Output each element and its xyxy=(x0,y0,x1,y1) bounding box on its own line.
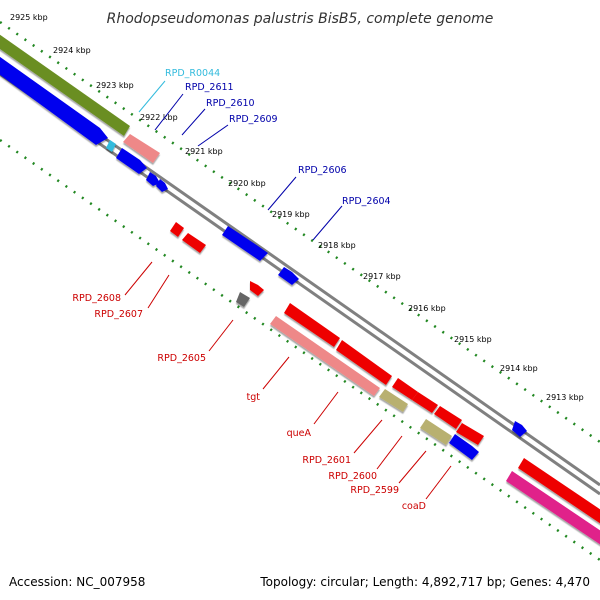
feature-reverse xyxy=(336,340,392,385)
leader-line xyxy=(197,124,229,147)
feature-reverse xyxy=(456,423,484,445)
feature-magenta-edge xyxy=(506,471,600,545)
feature-khaki xyxy=(420,419,452,445)
gene-label: RPD_2609 xyxy=(229,114,278,125)
gene-label: tgt xyxy=(247,392,261,403)
scale-label: 2914 kbp xyxy=(500,364,538,373)
leader-line xyxy=(208,319,234,352)
gene-label: queA xyxy=(287,428,312,439)
scale-label: 2921 kbp xyxy=(185,147,223,156)
scale-labels: 2925 kbp 2924 kbp 2923 kbp 2922 kbp 2921… xyxy=(10,13,584,402)
leader-line xyxy=(353,419,383,454)
feature-reverse xyxy=(250,281,264,296)
scale-label: 2919 kbp xyxy=(272,210,310,219)
gene-label: RPD_2599 xyxy=(350,485,399,496)
features xyxy=(0,34,600,545)
leader-lines xyxy=(124,80,452,500)
feature-khaki xyxy=(379,389,408,412)
feature-rrna xyxy=(106,140,116,152)
leader-line xyxy=(154,93,184,131)
scale-label: 2917 kbp xyxy=(363,272,401,281)
accession-text: Accession: NC_007958 xyxy=(9,575,145,589)
map-title: Rhodopseudomonas palustris BisB5, comple… xyxy=(107,11,494,27)
feature-grey xyxy=(236,292,250,307)
backbone-line-2 xyxy=(0,72,600,496)
gene-label: RPD_2600 xyxy=(328,471,377,482)
gene-label: RPD_2604 xyxy=(342,196,391,207)
gene-label: RPD_2601 xyxy=(302,455,351,466)
feature-reverse-edge xyxy=(518,458,600,524)
scale-label: 2913 kbp xyxy=(546,393,584,402)
leader-line xyxy=(313,391,339,425)
leader-line xyxy=(312,205,343,241)
scale-label: 2924 kbp xyxy=(53,46,91,55)
scale-label: 2916 kbp xyxy=(408,304,446,313)
topology-summary: Topology: circular; Length: 4,892,717 bp… xyxy=(259,575,590,589)
scale-line-inner xyxy=(0,138,600,562)
leader-line xyxy=(267,176,297,211)
scale-label: 2925 kbp xyxy=(10,13,48,22)
gene-label: RPD_R0044 xyxy=(165,68,220,79)
gene-labels-bottom: RPD_2608 RPD_2607 RPD_2605 tgt queA RPD_… xyxy=(72,293,426,512)
feature-reverse xyxy=(434,406,462,429)
leader-line xyxy=(425,465,452,500)
feature-pseudo-long xyxy=(270,316,380,396)
feature-forward xyxy=(449,434,479,460)
feature-reverse xyxy=(392,378,418,400)
feature-reverse xyxy=(412,392,438,413)
gene-label: RPD_2610 xyxy=(206,98,255,109)
feature-forward xyxy=(278,267,299,285)
feature-forward-long xyxy=(0,56,108,145)
feature-reverse xyxy=(182,233,206,253)
gene-label: RPD_2605 xyxy=(157,353,206,364)
gene-labels-top: RPD_R0044 RPD_2611 RPD_2610 RPD_2609 RPD… xyxy=(165,68,391,207)
feature-forward xyxy=(512,421,527,437)
leader-line xyxy=(181,108,206,136)
feature-olive-long xyxy=(0,34,130,136)
leader-line xyxy=(124,261,153,296)
gene-label: RPD_2611 xyxy=(185,82,234,93)
feature-forward xyxy=(156,179,168,192)
feature-pseudo-small xyxy=(123,134,160,163)
feature-forward xyxy=(222,226,268,261)
scale-label: 2922 kbp xyxy=(140,113,178,122)
leader-line xyxy=(398,450,427,484)
scale-label: 2918 kbp xyxy=(318,241,356,250)
scale-label: 2923 kbp xyxy=(96,81,134,90)
feature-forward xyxy=(116,148,147,174)
scale-lines xyxy=(0,20,600,562)
feature-reverse xyxy=(284,303,340,347)
leader-line xyxy=(147,274,170,309)
leader-line xyxy=(262,356,290,390)
feature-forward xyxy=(146,172,160,186)
feature-reverse xyxy=(170,222,184,237)
gene-label: RPD_2606 xyxy=(298,165,347,176)
gene-label: coaD xyxy=(402,501,426,512)
scale-line-outer xyxy=(0,20,600,444)
gene-label: RPD_2607 xyxy=(94,309,143,320)
scale-label: 2920 kbp xyxy=(228,179,266,188)
leader-line xyxy=(376,435,403,470)
leader-line xyxy=(138,80,166,113)
gene-label: RPD_2608 xyxy=(72,293,121,304)
scale-label: 2915 kbp xyxy=(454,335,492,344)
